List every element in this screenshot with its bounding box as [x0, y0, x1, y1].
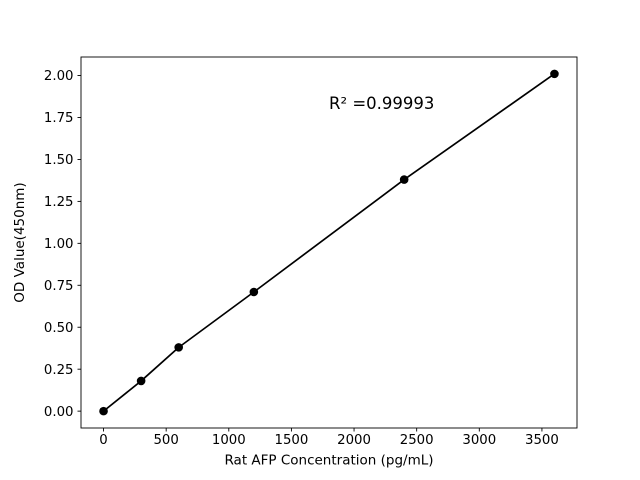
r-squared-annotation: R² =0.99993 [329, 94, 434, 113]
y-tick-label: 0.00 [44, 405, 74, 420]
x-axis-label: Rat AFP Concentration (pg/mL) [224, 453, 433, 469]
y-tick-label: 1.25 [44, 195, 74, 210]
standard-curve-line [102, 73, 556, 412]
x-tick-label: 1000 [212, 433, 246, 448]
data-point [136, 376, 146, 386]
data-point [399, 175, 409, 184]
y-tick-label: 0.25 [44, 363, 74, 378]
y-tick-label: 1.00 [44, 237, 74, 252]
y-tick-label: 0.50 [44, 321, 74, 336]
data-series-layer [99, 69, 559, 416]
y-tick-label: 1.75 [44, 111, 74, 126]
y-axis-label: OD Value(450nm) [12, 182, 28, 302]
data-point [99, 406, 108, 416]
x-tick-label: 500 [153, 433, 178, 448]
x-tick-label: 2500 [400, 433, 434, 448]
y-tick-label: 0.75 [44, 279, 74, 294]
plot-area [80, 56, 578, 429]
data-point [249, 287, 259, 297]
data-point [174, 343, 183, 352]
x-tick-label: 2000 [337, 433, 371, 448]
x-tick-label: 3000 [462, 433, 496, 448]
data-point [550, 69, 559, 79]
y-tick-label: 1.50 [44, 153, 74, 168]
x-tick-label: 3500 [525, 433, 559, 448]
x-tick-label: 1500 [275, 433, 309, 448]
x-tick-label: 0 [99, 433, 107, 448]
y-tick-label: 2.00 [44, 69, 74, 84]
axes-layer: 0 500 1000 1500 2000 2500 3000 3500 0.00 0.25 0.50… [44, 56, 578, 448]
